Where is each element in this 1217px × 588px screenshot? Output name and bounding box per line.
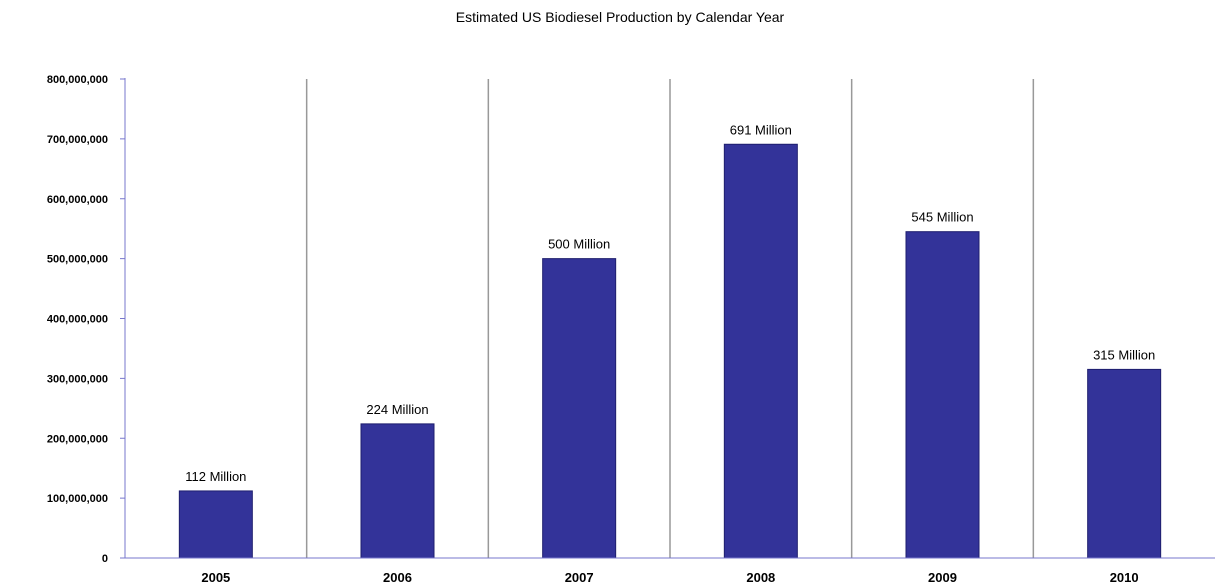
y-tick-label: 0: [102, 553, 108, 565]
y-tick-label: 400,000,000: [47, 314, 108, 326]
y-tick-label: 600,000,000: [47, 194, 108, 206]
data-labels: 112 Million 224 Million 500 Million 691 Mil…: [185, 122, 1155, 484]
x-tick-label: 2006: [383, 570, 412, 585]
x-tick-label: 2007: [565, 570, 594, 585]
y-tick-label: 300,000,000: [47, 373, 108, 385]
bars: [178, 143, 1162, 559]
y-tick-label: 700,000,000: [47, 134, 108, 146]
y-tick-label: 500,000,000: [47, 254, 108, 266]
x-axis: 2005 2006 2007 2008 2009 2010: [125, 557, 1215, 585]
y-tick-label: 800,000,000: [47, 74, 108, 86]
bar: [905, 231, 980, 559]
data-label: 315 Million: [1093, 347, 1155, 362]
x-tick-label: 2005: [201, 570, 230, 585]
data-label: 112 Million: [185, 469, 246, 484]
y-axis: 0 100,000,000 200,000,000 300,000,000 400,00…: [47, 74, 126, 565]
bar: [723, 143, 798, 559]
x-tick-label: 2010: [1110, 570, 1139, 585]
bar: [178, 490, 253, 559]
category-separators: [305, 79, 1035, 558]
bar: [1087, 368, 1162, 559]
bar: [542, 258, 617, 559]
data-label: 500 Million: [548, 237, 610, 252]
x-tick-label: 2009: [928, 570, 957, 585]
x-tick-label: 2008: [746, 570, 775, 585]
y-tick-label: 100,000,000: [47, 493, 108, 505]
chart-title: Estimated US Biodiesel Production by Cal…: [456, 9, 785, 25]
y-tick-label: 200,000,000: [47, 433, 108, 445]
data-label: 224 Million: [366, 402, 428, 417]
data-label: 545 Million: [911, 210, 973, 225]
data-label: 691 Million: [730, 122, 792, 137]
bar: [360, 423, 435, 559]
